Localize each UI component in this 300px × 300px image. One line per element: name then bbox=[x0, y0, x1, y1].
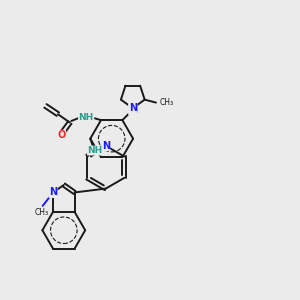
Text: O: O bbox=[57, 130, 66, 140]
Text: N: N bbox=[129, 105, 137, 115]
Text: N: N bbox=[49, 188, 57, 197]
Text: CH₃: CH₃ bbox=[160, 98, 174, 107]
Text: N: N bbox=[102, 141, 110, 151]
Text: N: N bbox=[129, 103, 137, 113]
Text: NH: NH bbox=[88, 146, 103, 155]
Text: NH: NH bbox=[79, 113, 94, 122]
Text: CH₃: CH₃ bbox=[34, 208, 48, 217]
